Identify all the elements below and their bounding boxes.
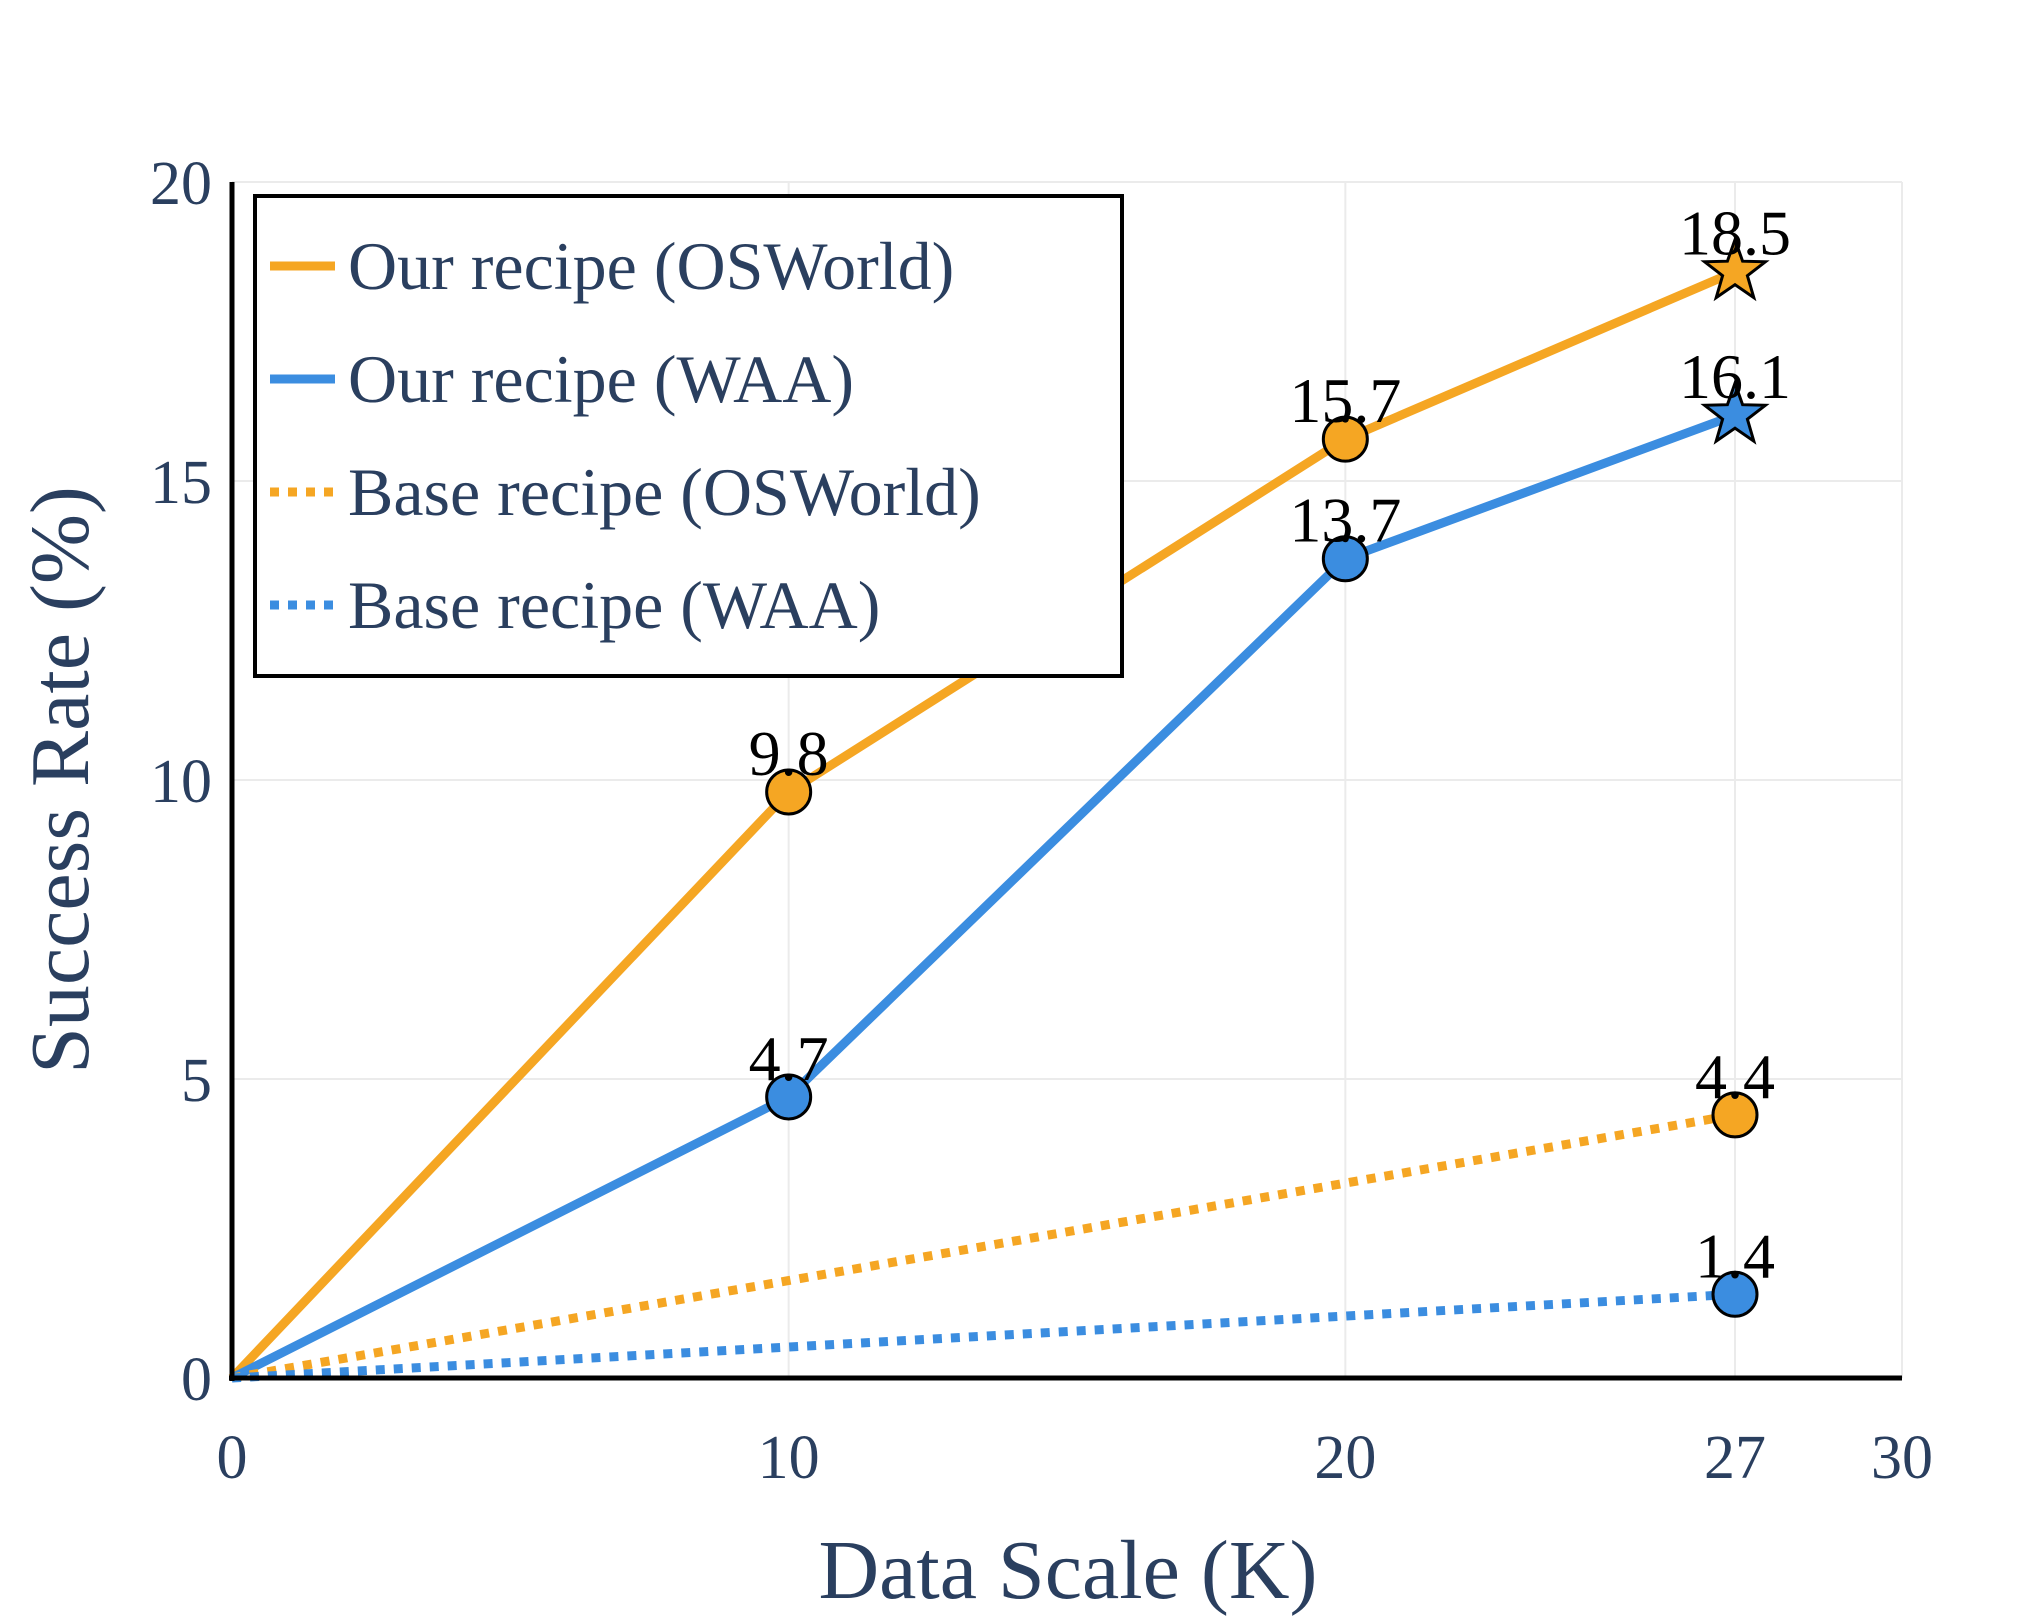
label-anchor-dot	[785, 768, 793, 776]
data-label: 9.8	[749, 718, 829, 789]
data-label: 4.4	[1695, 1041, 1775, 1112]
y-tick-label: 0	[181, 1346, 212, 1414]
label-anchor-dot	[1731, 1091, 1739, 1099]
label-anchor-dot	[1731, 1270, 1739, 1278]
y-tick-label: 5	[181, 1047, 212, 1115]
legend-label: Our recipe (OSWorld)	[348, 228, 954, 304]
x-axis-title: Data Scale (K)	[818, 1524, 1317, 1617]
axes	[229, 182, 1902, 1381]
x-tick-label: 10	[758, 1424, 820, 1492]
label-anchor-dot	[1341, 415, 1349, 423]
series-line	[231, 1110, 1736, 1383]
series-line	[231, 1289, 1736, 1383]
data-label: 18.5	[1679, 198, 1791, 269]
data-point-star	[1700, 378, 1770, 445]
label-anchor-dot	[1341, 535, 1349, 543]
y-tick-label: 10	[150, 748, 212, 816]
legend-label: Base recipe (OSWorld)	[348, 454, 981, 530]
data-label: 1.4	[1695, 1220, 1775, 1291]
data-point-star	[1700, 235, 1770, 302]
legend-box	[253, 194, 1124, 678]
label-anchor-dot	[785, 1073, 793, 1081]
x-tick-label: 30	[1871, 1424, 1933, 1492]
data-label: 15.7	[1289, 365, 1401, 436]
legend: Our recipe (OSWorld) Our recipe (WAA) Base…	[253, 194, 1124, 678]
data-label: 13.7	[1289, 485, 1401, 556]
y-tick-label: 15	[150, 449, 212, 517]
data-label: 4.7	[749, 1023, 829, 1094]
y-tick-label: 20	[150, 150, 212, 218]
legend-label: Our recipe (WAA)	[348, 341, 854, 417]
legend-label: Base recipe (WAA)	[348, 567, 880, 643]
x-tick-label: 20	[1314, 1424, 1376, 1492]
tick-labels: 0 10 20 27 30 0 5 10 15 20	[150, 150, 1933, 1492]
y-axis-title: Success Rate (%)	[14, 486, 107, 1074]
data-label: 16.1	[1679, 341, 1791, 412]
x-tick-label: 27	[1704, 1424, 1766, 1492]
x-tick-label: 0	[217, 1424, 248, 1492]
series-line	[229, 410, 1737, 1383]
